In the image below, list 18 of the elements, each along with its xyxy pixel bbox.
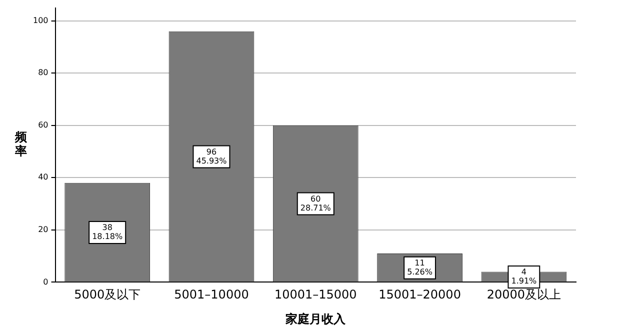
x-axis-title: 家庭月收入 (284, 312, 347, 326)
data-label: 96 45.93% (196, 147, 228, 166)
y-axis-title: 频率 (14, 130, 28, 158)
x-tick-label: 20000及以上 (486, 288, 562, 302)
x-tick-label: 15001–20000 (378, 288, 461, 302)
y-tick-label: 40 (38, 172, 48, 182)
x-tick-label: 5001–10000 (174, 288, 249, 302)
data-label: 4 1.91% (511, 268, 538, 286)
y-tick-label: 20 (38, 225, 48, 234)
y-tick-label: 80 (38, 68, 48, 78)
data-label: 11 5.26% (407, 258, 433, 276)
y-tick-label: 60 (38, 120, 48, 130)
data-label: 38 18.18% (92, 223, 123, 242)
y-tick-label: 0 (43, 277, 48, 286)
x-tick-label: 5000及以下 (74, 288, 141, 302)
y-tick-label: 100 (32, 16, 48, 25)
data-label: 60 28.71% (300, 194, 332, 212)
x-tick-label: 10001–15000 (274, 288, 357, 302)
